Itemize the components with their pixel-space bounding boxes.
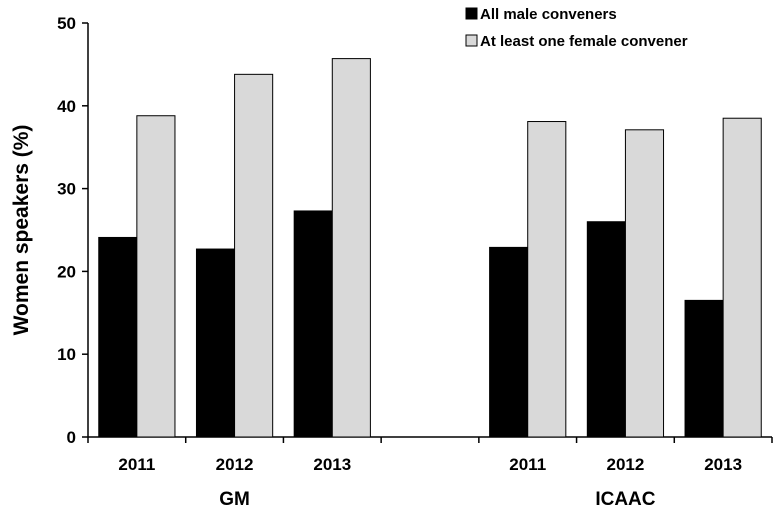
x-category-label-icaac-2011: 2011	[509, 455, 546, 474]
y-tick-label-0: 0	[67, 428, 76, 447]
x-group-label-icaac: ICAAC	[595, 489, 655, 510]
bar-gm-2013-series-0	[293, 210, 333, 438]
bar-icaac-2013-series-0	[684, 299, 724, 438]
bar-gm-2012-series-0	[195, 248, 236, 438]
y-tick-label-5: 50	[57, 14, 76, 33]
legend-label-1: At least one female convener	[480, 33, 688, 50]
legend-label-0: All male conveners	[480, 6, 617, 23]
x-category-label-icaac-2012: 2012	[607, 455, 645, 474]
bar-icaac-2013-series-1	[722, 117, 762, 438]
x-category-label-icaac-2013: 2013	[704, 455, 742, 474]
y-axis-title: Women speakers (%)	[10, 125, 33, 336]
x-category-label-gm-2012: 2012	[216, 455, 254, 474]
x-category-label-gm-2013: 2013	[313, 455, 351, 474]
bar-gm-2013-series-1	[331, 58, 371, 438]
bar-gm-2011-series-1	[136, 115, 176, 438]
y-tick-label-1: 10	[57, 345, 76, 364]
bar-icaac-2012-series-0	[586, 221, 626, 438]
bar-icaac-2011-series-0	[489, 246, 529, 438]
legend-swatch-0	[465, 7, 478, 20]
bar-gm-2011-series-0	[98, 236, 138, 438]
legend-swatch-1	[465, 34, 478, 47]
y-tick-label-4: 40	[57, 97, 76, 116]
bar-gm-2012-series-1	[234, 73, 274, 438]
plot-area: 0 10 20 30 40 50 2011 2012 2013 GM 2011 2012 2013 ICA…	[57, 14, 773, 510]
legend: All male conveners At least one female co…	[465, 6, 688, 50]
bar-icaac-2012-series-1	[624, 129, 665, 438]
x-group-label-gm: GM	[219, 489, 250, 510]
y-tick-label-2: 20	[57, 262, 76, 281]
y-tick-label-3: 30	[57, 180, 76, 199]
x-category-label-gm-2011: 2011	[118, 455, 155, 474]
bar-icaac-2011-series-1	[527, 121, 567, 438]
